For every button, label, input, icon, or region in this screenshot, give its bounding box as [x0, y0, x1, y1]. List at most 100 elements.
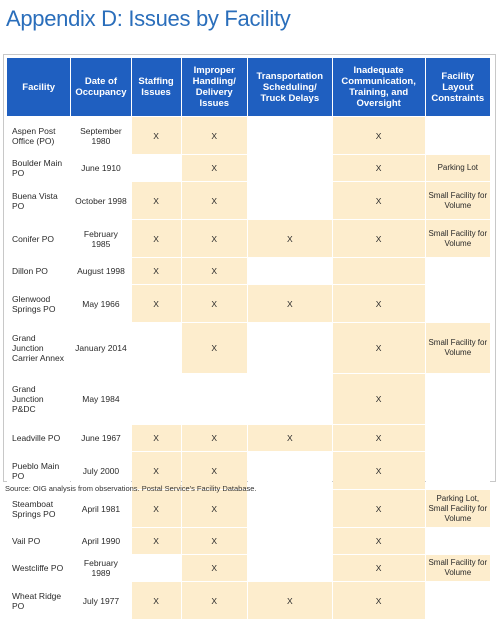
- date-cell: June 1967: [71, 425, 131, 451]
- facility-cell: Grand Junction P&DC: [7, 374, 71, 424]
- communication-cell: X: [332, 490, 425, 527]
- handling-cell: X: [181, 323, 247, 373]
- table-body: Aspen Post Office (PO) September 1980 X X X B…: [7, 117, 490, 619]
- table-row: Glenwood Springs PO May 1966 X X X X: [7, 285, 490, 322]
- staffing-cell: X: [131, 452, 181, 489]
- communication-cell: X: [332, 555, 425, 581]
- transport-cell: [247, 490, 332, 527]
- communication-cell: X: [332, 220, 425, 257]
- handling-cell: X: [181, 258, 247, 284]
- communication-cell: X: [332, 528, 425, 554]
- communication-cell: X: [332, 452, 425, 489]
- table-row: Buena Vista PO October 1998 X X X Small Facil…: [7, 182, 490, 219]
- table-row: Aspen Post Office (PO) September 1980 X X X: [7, 117, 490, 154]
- staffing-cell: [131, 155, 181, 181]
- facility-cell: Pueblo Main PO: [7, 452, 71, 489]
- transport-cell: [247, 155, 332, 181]
- date-cell: August 1998: [71, 258, 131, 284]
- date-cell: June 1910: [71, 155, 131, 181]
- staffing-cell: X: [131, 528, 181, 554]
- facility-cell: Steamboat Springs PO: [7, 490, 71, 527]
- column-header-handling: Improper Handling/ Delivery Issues: [181, 58, 247, 116]
- communication-cell: X: [332, 582, 425, 619]
- layout-cell: [425, 452, 490, 489]
- table-row: Grand Junction Carrier Annex January 2014…: [7, 323, 490, 373]
- layout-cell: [425, 285, 490, 322]
- date-cell: September 1980: [71, 117, 131, 154]
- issues-table: Facility Date of Occupancy Staffing Issu…: [6, 57, 491, 620]
- transport-cell: X: [247, 220, 332, 257]
- staffing-cell: X: [131, 117, 181, 154]
- table-row: Boulder Main PO June 1910 X X Parking Lot: [7, 155, 490, 181]
- staffing-cell: X: [131, 182, 181, 219]
- date-cell: January 2014: [71, 323, 131, 373]
- staffing-cell: X: [131, 490, 181, 527]
- handling-cell: X: [181, 155, 247, 181]
- staffing-cell: [131, 555, 181, 581]
- handling-cell: X: [181, 490, 247, 527]
- date-cell: July 1977: [71, 582, 131, 619]
- facility-cell: Leadville PO: [7, 425, 71, 451]
- handling-cell: X: [181, 220, 247, 257]
- layout-cell: [425, 117, 490, 154]
- facility-cell: Vail PO: [7, 528, 71, 554]
- date-cell: July 2000: [71, 452, 131, 489]
- layout-cell: Small Facility for Volume: [425, 182, 490, 219]
- facility-cell: Glenwood Springs PO: [7, 285, 71, 322]
- transport-cell: X: [247, 582, 332, 619]
- date-cell: February 1989: [71, 555, 131, 581]
- date-cell: October 1998: [71, 182, 131, 219]
- transport-cell: [247, 555, 332, 581]
- handling-cell: X: [181, 528, 247, 554]
- facility-cell: Grand Junction Carrier Annex: [7, 323, 71, 373]
- communication-cell: X: [332, 155, 425, 181]
- handling-cell: X: [181, 285, 247, 322]
- staffing-cell: X: [131, 425, 181, 451]
- facility-cell: Buena Vista PO: [7, 182, 71, 219]
- table-row: Wheat Ridge PO July 1977 X X X X: [7, 582, 490, 619]
- transport-cell: [247, 528, 332, 554]
- table-row: Pueblo Main PO July 2000 X X X: [7, 452, 490, 489]
- table-row: Vail PO April 1990 X X X: [7, 528, 490, 554]
- layout-cell: [425, 258, 490, 284]
- layout-cell: Small Facility for Volume: [425, 323, 490, 373]
- layout-cell: [425, 425, 490, 451]
- staffing-cell: X: [131, 582, 181, 619]
- facility-cell: Westcliffe PO: [7, 555, 71, 581]
- facility-cell: Dillon PO: [7, 258, 71, 284]
- staffing-cell: [131, 323, 181, 373]
- layout-cell: [425, 582, 490, 619]
- table-row: Dillon PO August 1998 X X: [7, 258, 490, 284]
- layout-cell: Parking Lot: [425, 155, 490, 181]
- communication-cell: X: [332, 323, 425, 373]
- transport-cell: [247, 374, 332, 424]
- layout-cell: [425, 528, 490, 554]
- staffing-cell: X: [131, 285, 181, 322]
- handling-cell: X: [181, 425, 247, 451]
- column-header-layout: Facility Layout Constraints: [425, 58, 490, 116]
- handling-cell: X: [181, 582, 247, 619]
- date-cell: April 1990: [71, 528, 131, 554]
- communication-cell: X: [332, 285, 425, 322]
- communication-cell: X: [332, 374, 425, 424]
- transport-cell: X: [247, 425, 332, 451]
- table-row: Westcliffe PO February 1989 X X Small Facili…: [7, 555, 490, 581]
- communication-cell: X: [332, 117, 425, 154]
- layout-cell: Small Facility for Volume: [425, 555, 490, 581]
- transport-cell: [247, 323, 332, 373]
- source-note: Source: OIG analysis from observations. …: [5, 484, 257, 493]
- layout-cell: Parking Lot, Small Facility for Volume: [425, 490, 490, 527]
- transport-cell: [247, 258, 332, 284]
- layout-cell: [425, 374, 490, 424]
- handling-cell: X: [181, 555, 247, 581]
- table-row: Conifer PO February 1985 X X X X Small Facilit…: [7, 220, 490, 257]
- date-cell: April 1981: [71, 490, 131, 527]
- handling-cell: X: [181, 117, 247, 154]
- transport-cell: [247, 117, 332, 154]
- column-header-transport: Transportation Scheduling/ Truck Delays: [247, 58, 332, 116]
- column-header-facility: Facility: [7, 58, 71, 116]
- date-cell: February 1985: [71, 220, 131, 257]
- date-cell: May 1966: [71, 285, 131, 322]
- communication-cell: [332, 258, 425, 284]
- facility-cell: Aspen Post Office (PO): [7, 117, 71, 154]
